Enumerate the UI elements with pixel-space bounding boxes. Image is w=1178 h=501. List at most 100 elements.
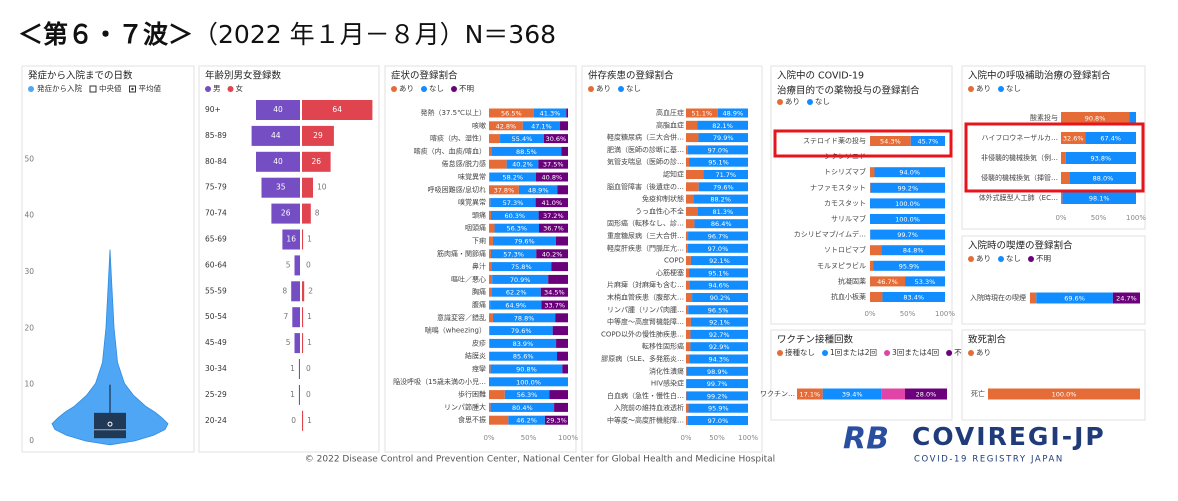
bar-segment [874,167,945,178]
category-label: 呼吸困難感/息切れ [428,185,486,194]
logo-name: COVIREGI-JP [912,422,1106,451]
value-label: 40 [273,105,283,114]
category-label: 皮疹 [472,338,486,347]
bar-segment [686,416,688,425]
bar-segment [988,388,1140,400]
value-label: 99.2% [897,184,918,192]
value-label: 28.0% [916,391,937,399]
bar [261,177,300,198]
value-label: 2 [308,286,313,295]
value-label: 1 [290,364,295,373]
bar-segment [561,146,568,156]
legend-dot [1028,256,1034,262]
value-label: 88.2% [710,196,731,204]
bar-segment [693,194,748,204]
bar-segment [490,300,542,310]
legend-dot [884,350,891,356]
category-label: 喀痰（内、血痰/喀血） [414,146,486,155]
category-label: トシリズマブ [824,167,866,176]
category-label: 肥満（医師の診断に基… [607,145,684,154]
value-label: 56.3% [506,225,527,233]
legend-dot [998,86,1004,92]
legend-dot [946,350,953,356]
value-label: 94.0% [899,169,920,177]
bar-segment [555,313,568,323]
value-label: 10 [317,183,327,192]
bar-segment [1061,152,1066,164]
value-label: 96.7% [708,233,729,241]
value-label: 100.0% [1052,391,1077,399]
bar-segment [686,403,689,413]
x-tick-label: 0% [483,434,494,442]
mean-marker [107,421,113,427]
x-tick-label: 100% [1126,214,1146,222]
category-label: リンパ節腫大 [444,402,486,411]
category-label: 30-34 [205,364,227,373]
value-label: 100.0% [516,378,541,386]
x-tick-label: 0% [864,310,875,318]
legend-label: あり [399,84,414,93]
bar-segment [489,351,558,361]
bar-segment [870,214,945,224]
legend-dot [807,99,813,105]
category-label: 体外式膜型人工肺（EC… [979,193,1058,202]
bar-segment [552,326,568,336]
bar [302,100,373,120]
bar-segment [687,416,748,425]
bar-segment [556,338,568,348]
category-label: 下痢 [472,236,486,245]
value-label: 84.8% [903,247,924,255]
category-label: 倦怠感/脱力感 [442,159,486,168]
bar [302,281,305,302]
panel-title: 入院時の喫煙の登録割合 [968,240,1073,252]
panel-title: 入院中の呼吸補助治療の登録割合 [968,70,1111,82]
value-label: 94.3% [708,356,729,364]
value-label: 79.9% [713,134,734,142]
category-label: 軽度肝疾患（門脈圧亢… [607,243,684,252]
value-label: 90.2% [710,294,731,302]
value-label: 0 [291,416,296,425]
bar-segment [538,210,568,220]
bar-segment [686,120,698,130]
bar-segment [489,134,501,144]
logo-mark: RB [843,422,889,457]
bar-segment [686,157,690,167]
value-label: 98.1% [1089,195,1110,203]
bar-segment [540,287,568,297]
panel [384,65,577,453]
bar-segment [698,133,748,143]
legend-dot [451,86,457,92]
value-label: 94.6% [708,282,729,290]
bar-segment [689,268,748,278]
bar-segment [508,415,545,425]
value-label: 44 [271,131,281,140]
legend-dot [588,86,594,92]
panel-title: 症状の登録割合 [391,70,458,82]
category-label: 脳血管障害（後遺症の… [607,182,684,191]
bar-segment [690,329,748,339]
category-label: 免疫抑制状態 [642,194,684,203]
bar-segment [910,136,945,146]
value-label: 80.4% [512,404,533,412]
bar-segment [489,172,536,182]
bar-segment [489,198,491,208]
value-label: 92.9% [709,343,730,351]
bar-segment [1061,172,1070,184]
legend-label: なし [1006,254,1021,263]
x-tick-label: 50% [900,310,916,318]
bar-segment [490,249,537,259]
bar-segment [1085,132,1136,144]
category-label: 食思不振 [458,415,486,424]
bar-segment [698,182,748,192]
value-label: 8 [315,209,320,218]
category-label: 末梢血管疾患（腹部大… [607,293,684,302]
value-label: 42.8% [496,122,517,130]
category-label: 喀痰（内、湿性） [430,134,486,143]
value-label: 100.0% [895,216,920,224]
category-label: 中等度～高度腎機能障… [607,317,684,326]
legend-icon [131,87,134,91]
bar-segment [536,249,568,259]
bar-segment [539,223,568,233]
bar [294,255,300,276]
